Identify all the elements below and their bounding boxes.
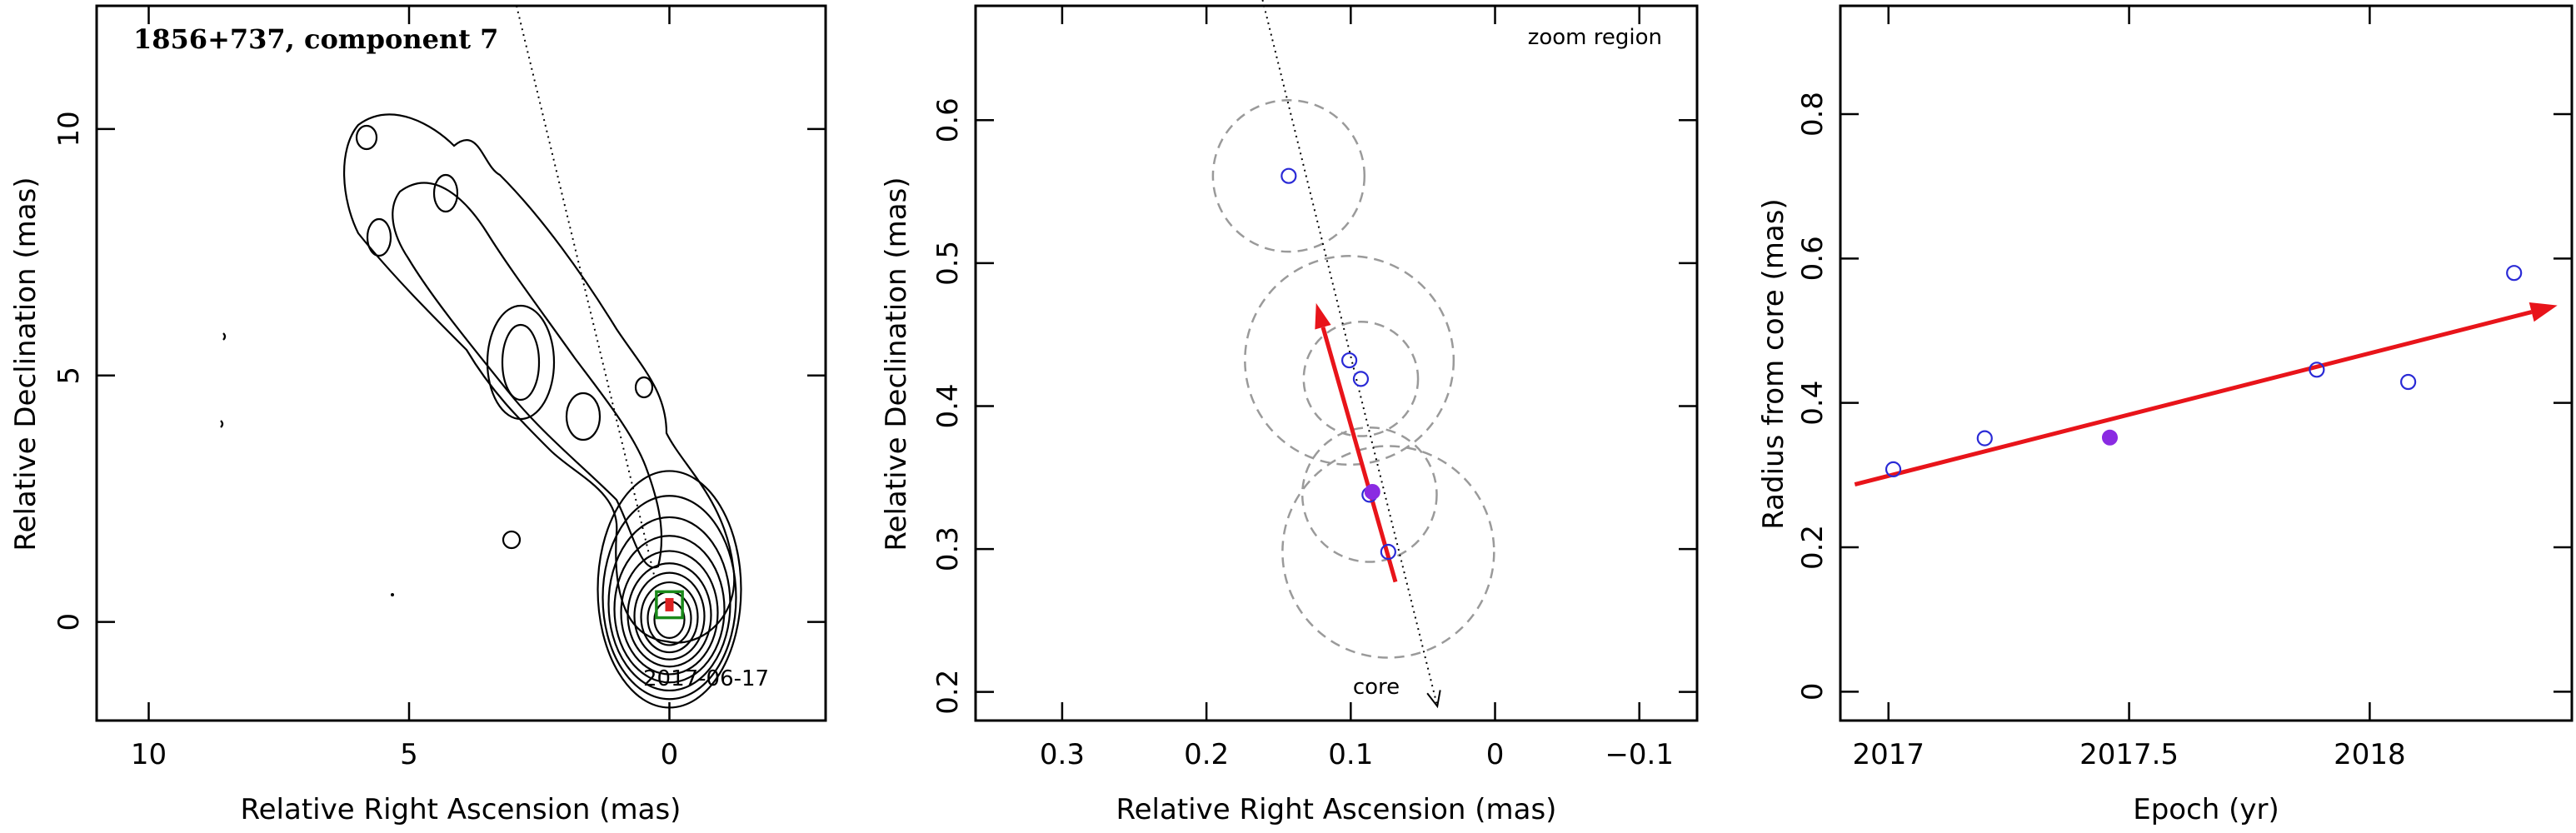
jet-contour-outer <box>343 113 736 644</box>
component-size-circle <box>1244 255 1455 466</box>
panel3-y-axis-label: Radius from core (mas) <box>1757 198 1790 529</box>
panel1-date-label: 2017-06-17 <box>643 666 769 691</box>
velocity-arrow-head <box>1315 302 1331 330</box>
x-tick-label: 0 <box>661 738 679 771</box>
radius-point <box>1885 461 1902 478</box>
x-tick-label: 2017 <box>1852 738 1925 771</box>
panel2-ticks: 0.3 0.2 0.1 0 −0.1 0.2 0.3 0.4 0.5 0.6 <box>931 6 1697 771</box>
jet-knot-contour <box>634 376 654 399</box>
panel2-annotation: zoom region <box>1528 25 1662 50</box>
y-tick-label: 0.2 <box>931 670 965 715</box>
core-contour <box>613 535 726 684</box>
panel1-title: 1856+737, component 7 <box>133 23 498 55</box>
panel1-y-axis-label: Relative Declination (mas) <box>9 177 42 551</box>
y-tick-label: 0.2 <box>1796 525 1830 570</box>
core-contour <box>640 581 699 654</box>
y-tick-label: 0 <box>52 613 86 631</box>
fit-arrow-head <box>2529 302 2558 322</box>
x-tick-label: 0.3 <box>1040 738 1085 771</box>
component-size-circle <box>1302 320 1420 437</box>
y-tick-label: 0.6 <box>931 97 965 142</box>
epoch-position-point <box>1352 371 1370 387</box>
x-tick-label: 5 <box>400 738 418 771</box>
current-epoch-point <box>2101 429 2118 446</box>
y-tick-label: 0.8 <box>1796 92 1830 137</box>
panel3-marks <box>1854 265 2558 487</box>
radius-point <box>2506 265 2523 282</box>
y-tick-label: 10 <box>52 111 86 147</box>
component-size-circle <box>1211 99 1366 253</box>
panel-zoom-region: 0.3 0.2 0.1 0 −0.1 0.2 0.3 0.4 0.5 0.6 zoom regio… <box>880 0 1699 826</box>
isolated-contour <box>220 420 224 428</box>
velocity-arrow-shaft <box>1320 327 1398 583</box>
jet-knot-contour <box>565 392 602 441</box>
isolated-contour <box>502 530 522 550</box>
jet-contour-inner <box>392 182 663 569</box>
core-contour <box>602 495 737 701</box>
core-label: core <box>1353 675 1400 700</box>
contour-map <box>220 5 742 709</box>
y-tick-label: 0.3 <box>931 526 965 571</box>
panel3-ticks: 2017 2017.5 2018 0 0.2 0.4 0.6 0.8 <box>1796 6 2572 771</box>
radius-point <box>2309 362 2325 378</box>
x-tick-label: 0 <box>1486 738 1505 771</box>
jet-knot-contour <box>486 304 556 421</box>
x-tick-label: 10 <box>131 738 167 771</box>
panel2-frame <box>974 4 1699 722</box>
panel2-y-axis-label: Relative Declination (mas) <box>880 177 913 551</box>
current-epoch-point <box>1364 483 1380 500</box>
x-tick-label: 0.2 <box>1184 738 1229 771</box>
component-position <box>665 597 674 611</box>
x-tick-label: 2017.5 <box>2079 738 2179 771</box>
epoch-position-point <box>1281 167 1297 184</box>
jet-knot-contour <box>355 124 378 151</box>
x-tick-label: −0.1 <box>1605 738 1674 771</box>
fit-arrow-shaft <box>1854 310 2533 487</box>
jet-axis-line <box>516 5 655 576</box>
panel1-x-axis-label: Relative Right Ascension (mas) <box>241 793 681 826</box>
jet-knot-contour <box>501 323 541 402</box>
panel1-frame <box>95 4 827 722</box>
panel1-ticks: 10 5 0 0 5 10 <box>52 6 826 771</box>
epoch-position-point <box>1380 543 1396 561</box>
x-tick-label: 0.1 <box>1328 738 1373 771</box>
panel3-frame <box>1839 4 2574 722</box>
x-tick-label: 2018 <box>2334 738 2406 771</box>
y-tick-label: 5 <box>52 367 86 385</box>
core-contour <box>633 571 706 661</box>
core-direction-arrowhead <box>1426 690 1441 709</box>
jet-knot-contour <box>366 217 392 257</box>
y-tick-label: 0.6 <box>1796 236 1830 281</box>
isolated-contour <box>391 593 394 596</box>
panel-radius-vs-epoch: 2017 2017.5 2018 0 0.2 0.4 0.6 0.8 Epoch (yr) R… <box>1757 4 2574 826</box>
component-size-circles <box>1211 99 1495 659</box>
panel3-x-axis-label: Epoch (yr) <box>2133 793 2279 826</box>
epoch-position-point <box>1340 352 1358 369</box>
core-contour <box>620 550 719 676</box>
isolated-contour <box>222 332 227 341</box>
component-size-circle <box>1281 445 1495 659</box>
y-tick-label: 0.4 <box>1796 381 1830 426</box>
radius-point <box>1976 430 1993 446</box>
y-tick-label: 0.5 <box>931 241 965 286</box>
panel2-x-axis-label: Relative Right Ascension (mas) <box>1116 793 1557 826</box>
y-tick-label: 0.4 <box>931 383 965 428</box>
jet-knot-contour <box>432 173 459 213</box>
component-marker <box>655 590 684 620</box>
y-tick-label: 0 <box>1796 683 1830 701</box>
panel-contour-map: 10 5 0 0 5 10 1856+737, component 7 2017-06-1… <box>9 4 827 826</box>
component-size-circle <box>1300 426 1438 563</box>
radius-point <box>2400 373 2417 391</box>
